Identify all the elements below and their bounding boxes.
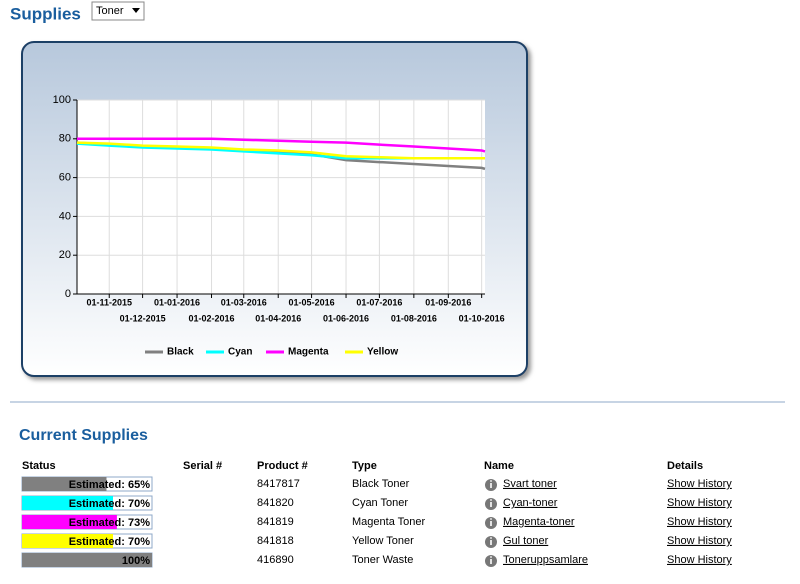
status-label: Estimated: 65% bbox=[69, 479, 151, 491]
column-header: Status bbox=[22, 460, 56, 472]
section-title: Current Supplies bbox=[19, 427, 148, 444]
x-tick-label: 01-07-2016 bbox=[356, 297, 402, 307]
info-icon-glyph bbox=[490, 559, 492, 564]
supply-type: Yellow Toner bbox=[352, 535, 414, 547]
column-header: Serial # bbox=[183, 460, 222, 472]
y-tick-label: 0 bbox=[65, 288, 71, 300]
supply-type: Magenta Toner bbox=[352, 516, 426, 528]
supply-type: Toner Waste bbox=[352, 554, 413, 566]
info-icon-glyph bbox=[490, 502, 492, 507]
x-tick-label: 01-12-2015 bbox=[120, 313, 166, 323]
status-label: 100% bbox=[122, 555, 150, 567]
chart: 0 20 40 60 80 100 01-11-2015 01-12-2015 01-01-20… bbox=[53, 94, 505, 358]
supplies-table: Status Serial # Product # Type Name Details Es… bbox=[21, 460, 732, 568]
info-icon-glyph bbox=[490, 483, 492, 488]
x-tick-label: 01-11-2015 bbox=[86, 297, 132, 307]
legend-label: Magenta bbox=[288, 347, 329, 358]
x-tick-label: 01-10-2016 bbox=[459, 313, 505, 323]
status-bar bbox=[22, 515, 117, 529]
show-history-link[interactable]: Show History bbox=[667, 516, 732, 528]
show-history-link[interactable]: Show History bbox=[667, 478, 732, 490]
status-bar bbox=[22, 496, 113, 510]
y-tick-label: 20 bbox=[59, 249, 71, 261]
legend-label: Cyan bbox=[228, 347, 252, 358]
column-header: Type bbox=[352, 460, 377, 472]
y-tick-label: 100 bbox=[53, 94, 71, 106]
column-header: Details bbox=[667, 460, 703, 472]
info-icon-glyph bbox=[490, 540, 492, 545]
supply-name-link[interactable]: Gul toner bbox=[503, 535, 549, 547]
product-number: 8417817 bbox=[257, 478, 300, 490]
product-number: 841818 bbox=[257, 535, 294, 547]
info-icon-dot bbox=[490, 556, 492, 558]
supply-name-link[interactable]: Svart toner bbox=[503, 478, 557, 490]
column-header: Product # bbox=[257, 460, 308, 472]
y-tick-label: 60 bbox=[59, 172, 71, 184]
product-number: 841819 bbox=[257, 516, 294, 528]
x-tick-label: 01-03-2016 bbox=[221, 297, 267, 307]
x-tick-label: 01-05-2016 bbox=[289, 297, 335, 307]
x-tick-label: 01-02-2016 bbox=[188, 313, 234, 323]
legend-label: Yellow bbox=[367, 347, 398, 358]
info-icon-dot bbox=[490, 537, 492, 539]
supply-type: Black Toner bbox=[352, 478, 410, 490]
status-label: Estimated: 70% bbox=[69, 536, 151, 548]
status-bar bbox=[22, 534, 113, 548]
x-tick-label: 01-01-2016 bbox=[154, 297, 200, 307]
select-value[interactable]: Toner bbox=[96, 5, 124, 17]
column-header: Name bbox=[484, 460, 514, 472]
select-box[interactable] bbox=[91, 1, 145, 21]
x-tick-label: 01-08-2016 bbox=[391, 313, 437, 323]
x-tick-label: 01-09-2016 bbox=[425, 297, 471, 307]
show-history-link[interactable]: Show History bbox=[667, 535, 732, 547]
x-tick-label: 01-04-2016 bbox=[255, 313, 301, 323]
y-tick-label: 40 bbox=[59, 210, 71, 222]
info-icon-dot bbox=[490, 499, 492, 501]
status-label: Estimated: 70% bbox=[69, 498, 151, 510]
info-icon-dot bbox=[490, 518, 492, 520]
supply-name-link[interactable]: Magenta-toner bbox=[503, 516, 575, 528]
show-history-link[interactable]: Show History bbox=[667, 497, 732, 509]
type-select[interactable]: Toner bbox=[91, 1, 145, 21]
y-tick-label: 80 bbox=[59, 133, 71, 145]
show-history-link[interactable]: Show History bbox=[667, 554, 732, 566]
info-icon-dot bbox=[490, 480, 492, 482]
product-number: 841820 bbox=[257, 497, 294, 509]
legend-label: Black bbox=[167, 347, 194, 358]
page-title: Supplies bbox=[10, 4, 81, 23]
product-number: 416890 bbox=[257, 554, 294, 566]
series-line bbox=[76, 141, 485, 160]
supply-name-link[interactable]: Toneruppsamlare bbox=[503, 554, 588, 566]
supply-type: Cyan Toner bbox=[352, 497, 408, 509]
plot-area bbox=[77, 100, 485, 294]
info-icon-glyph bbox=[490, 521, 492, 526]
select-arrow bbox=[132, 8, 140, 13]
supply-name-link[interactable]: Cyan-toner bbox=[503, 497, 558, 509]
x-tick-label: 01-06-2016 bbox=[323, 313, 369, 323]
status-bar bbox=[22, 477, 107, 491]
status-label: Estimated: 73% bbox=[69, 517, 151, 529]
status-bar bbox=[22, 553, 152, 567]
series-line bbox=[77, 137, 486, 153]
